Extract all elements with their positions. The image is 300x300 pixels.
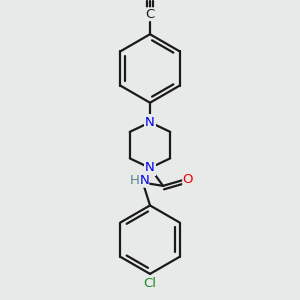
Text: N: N [145,116,155,129]
Text: C: C [146,8,154,20]
Text: Cl: Cl [143,277,157,290]
Text: N: N [139,175,149,188]
Text: N: N [145,161,155,174]
Text: O: O [183,173,193,186]
Text: H: H [130,175,140,188]
